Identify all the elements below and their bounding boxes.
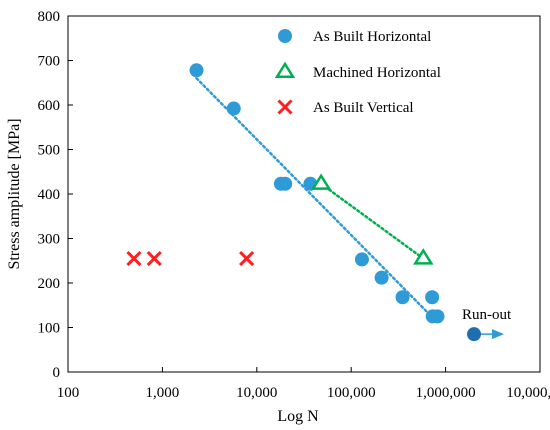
x-tick-label: 1,000	[146, 385, 180, 401]
data-point	[430, 309, 445, 324]
y-tick-label: 800	[38, 9, 61, 25]
legend-label: As Built Vertical	[313, 100, 414, 116]
trend-lines	[195, 77, 440, 325]
trend-line	[195, 77, 440, 325]
data-point	[425, 290, 440, 305]
x-tick-label: 100	[57, 385, 80, 401]
x-tick-label: 10,000	[236, 385, 277, 401]
y-tick-label: 400	[38, 187, 61, 203]
legend-label: As Built Horizontal	[313, 29, 431, 45]
data-point	[189, 63, 204, 78]
data-point	[310, 173, 332, 190]
data-point	[226, 101, 241, 116]
y-tick-label: 300	[38, 232, 61, 248]
annotation-label: Run-out	[462, 307, 512, 323]
data-points	[126, 63, 445, 324]
legend: As Built Horizontal Machined Horizontal As…	[274, 29, 441, 116]
legend-marker	[274, 61, 296, 79]
y-tick-label: 0	[53, 365, 61, 381]
trend-line	[319, 182, 425, 260]
data-point	[278, 176, 293, 191]
x-tick-label: 10,000,000	[506, 385, 550, 401]
legend-marker	[278, 29, 292, 43]
data-point	[395, 290, 410, 305]
y-tick-label: 200	[38, 276, 61, 292]
x-tick-label: 1,000,000	[416, 385, 476, 401]
legend-label: Machined Horizontal	[313, 65, 441, 81]
legend-marker	[277, 99, 293, 115]
run-out-arrow-head	[492, 329, 505, 340]
annotations: Run-out	[462, 307, 512, 342]
axis-ticks: 100 1,000 10,000 100,000 1,000,000 10,000,000…	[38, 9, 550, 401]
y-tick-label: 500	[38, 143, 61, 159]
data-point	[126, 250, 142, 267]
x-axis-title: Log N	[277, 408, 319, 425]
run-out-point	[467, 327, 482, 342]
data-point	[413, 248, 434, 265]
data-point	[374, 270, 389, 285]
x-tick-label: 100,000	[327, 385, 376, 401]
data-point	[239, 250, 255, 267]
y-tick-label: 700	[38, 54, 61, 70]
y-axis-title: Stress amplitude [MPa]	[6, 118, 23, 269]
data-point	[354, 252, 369, 267]
y-tick-label: 100	[38, 321, 61, 337]
data-point	[146, 250, 162, 267]
y-tick-label: 600	[38, 98, 61, 114]
